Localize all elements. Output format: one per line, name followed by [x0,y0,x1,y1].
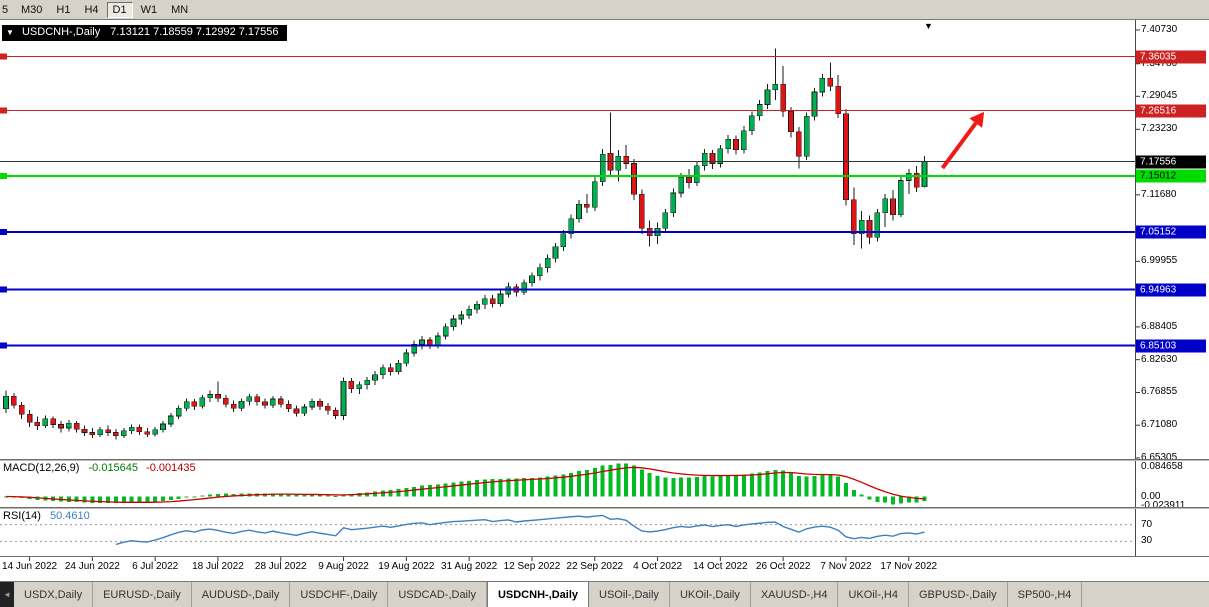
chart-ohlc-values: 7.13121 7.18559 7.12992 7.17556 [110,26,279,38]
chart-tab-usdx-daily[interactable]: USDX,Daily [14,582,94,607]
timeframe-button-h1[interactable]: H1 [56,3,71,16]
support-line-blue-1-edge-marker [0,228,7,235]
price-scale-border [1135,20,1136,557]
support-line-blue-2-edge-marker [0,286,7,293]
chart-tab-eurusd-daily[interactable]: EURUSD-,Daily [93,582,192,607]
chart-tab-sp500-h4[interactable]: SP500-,H4 [1008,582,1083,607]
rsi-axis-separator [0,556,1209,557]
macd-scale-label: -0.023911 [1141,500,1186,511]
rsi-value: 50.4610 [49,510,90,522]
rsi-indicator-label: RSI(14) 50.4610 [3,510,90,523]
chart-tab-usdchf-daily[interactable]: USDCHF-,Daily [290,582,389,607]
symbol-dropdown-icon: ▼ [6,28,14,37]
macd-scale-label: 0.00 [1141,490,1161,502]
chart-tab-ukoil-h4[interactable]: UKOil-,H4 [838,582,909,607]
chart-tab-xauusd-h4[interactable]: XAUUSD-,H4 [751,582,839,607]
resistance-price-tag-2: 7.26516 [1136,104,1206,118]
main-macd-splitter[interactable] [0,459,1209,461]
timeframe-button-w1[interactable]: W1 [140,3,158,16]
price-scale-label: 7.11680 [1141,188,1177,200]
timeframe-toolbar: 5 M30 H1 H4 D1 W1 MN [0,0,1209,20]
date-label: 26 Oct 2022 [755,561,811,572]
date-label: 18 Jul 2022 [192,561,244,572]
price-scale-label: 6.99955 [1141,255,1178,267]
resistance-line-2-edge-marker [0,107,7,114]
trend-arrow-annotation[interactable] [940,111,985,170]
date-label: 6 Jul 2022 [132,561,179,572]
chart-tab-usdcnh-daily[interactable]: USDCNH-,Daily [486,582,590,607]
support-price-tag-blue-1: 7.05152 [1136,225,1206,239]
price-scale-label: 6.76855 [1141,386,1178,398]
chart-tab-audusd-daily[interactable]: AUDUSD-,Daily [192,582,291,607]
chart-ohlc-title: ▼ USDCNH-,Daily 7.13121 7.18559 7.12992 … [2,25,287,41]
timeframe-button-5[interactable]: 5 [2,3,9,16]
support-line-blue-3-edge-marker [0,342,7,349]
support-price-tag-green: 7.15012 [1136,169,1206,183]
date-label: 24 Jun 2022 [64,561,120,572]
date-label: 19 Aug 2022 [378,561,435,572]
chart-tab-usdcad-daily[interactable]: USDCAD-,Daily [388,582,487,607]
timeframe-button-h4[interactable]: H4 [84,3,99,16]
macd-scale-label: 0.084658 [1141,461,1183,472]
price-scale-label: 6.65305 [1141,452,1178,463]
chart-tabs: USDX,Daily EURUSD-,Daily AUDUSD-,Daily USDC… [14,582,1083,607]
tab-scroll-left-button[interactable]: ◄ [0,582,14,607]
horizontal-line-objects[interactable] [0,53,1135,349]
date-label: 17 Nov 2022 [880,561,938,572]
chart-symbol-label: USDCNH-,Daily [21,26,101,38]
chart-tab-gbpusd-daily[interactable]: GBPUSD-,Daily [909,582,1008,607]
date-label: 14 Jun 2022 [2,561,58,572]
price-scale-label: 7.40730 [1141,24,1178,35]
price-scale-label: 7.29045 [1141,90,1178,102]
price-scale-label: 7.23230 [1141,123,1178,135]
date-label: 4 Oct 2022 [633,561,683,572]
macd-indicator-label: MACD(12,26,9) -0.015645 -0.001435 [3,462,196,475]
price-scale-label: 6.82630 [1141,353,1178,365]
resistance-price-tag-1: 7.36035 [1136,50,1206,64]
price-scale-label: 6.71080 [1141,419,1178,431]
support-price-tag-blue-2: 6.94963 [1136,283,1206,297]
macd-signal-line [5,466,925,503]
date-label: 7 Nov 2022 [820,561,872,572]
rsi-name: RSI(14) [3,510,41,522]
timeframe-button-mn[interactable]: MN [171,3,189,16]
rsi-level-label: 70 [1141,518,1153,530]
date-label: 31 Aug 2022 [441,561,498,572]
object-anchor-icon: ▼ [924,21,933,31]
support-price-tag-blue-3: 6.85103 [1136,339,1206,353]
date-label: 28 Jul 2022 [254,561,307,572]
timeframe-button-m30[interactable]: M30 [21,3,43,16]
macd-rsi-splitter[interactable] [0,507,1209,509]
macd-main-value: -0.015645 [88,462,139,474]
date-label: 22 Sep 2022 [566,561,624,572]
timeframe-button-d1[interactable]: D1 [106,1,133,18]
macd-histogram [4,463,927,505]
macd-name: MACD(12,26,9) [3,462,80,474]
price-scale-label: 6.88405 [1141,320,1178,332]
chart-tabs-bar: ◄ USDX,Daily EURUSD-,Daily AUDUSD-,Daily US… [0,581,1209,607]
current-price-tag: 7.17556 [1136,155,1206,168]
date-label: 9 Aug 2022 [318,561,369,572]
chart-tab-ukoil-daily[interactable]: UKOil-,Daily [670,582,751,607]
rsi-level-label: 30 [1141,535,1153,547]
date-label: 12 Sep 2022 [503,561,561,572]
resistance-line-1-edge-marker [0,53,7,60]
rsi-line [115,514,925,546]
macd-signal-value: -0.001435 [146,462,196,474]
chart-tab-usoil-daily[interactable]: USOil-,Daily [589,582,670,607]
support-line-green-edge-marker [0,172,7,179]
candles-series[interactable] [3,48,928,440]
price-scale-label: 7.34780 [1141,57,1178,69]
date-label: 14 Oct 2022 [693,561,748,572]
